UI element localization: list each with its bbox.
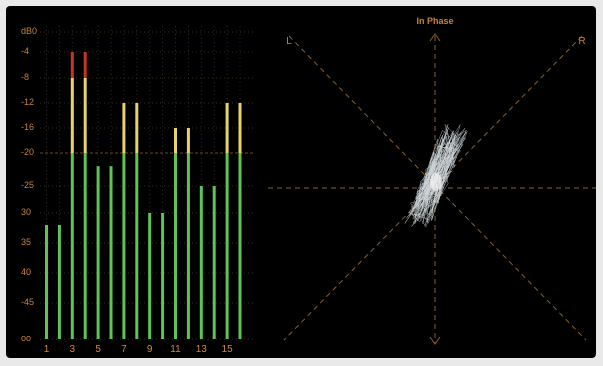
meter-bar-channel-13 [199,186,203,339]
meter-graphic [40,26,254,340]
meter-bar-channel-10 [161,213,165,339]
meter-bar-peak-yellow [238,103,242,153]
meter-scale-label: 40 [21,267,32,277]
meter-scale-label: -16 [21,122,35,132]
right-channel-label: R [578,36,585,47]
meter-channel-label: 7 [121,344,127,355]
meter-scale-label: -45 [21,297,35,307]
meter-scale-label: -12 [21,97,35,107]
bottom-arrow-icon [429,336,441,345]
meter-bar-peak-yellow [135,103,139,153]
meter-bar-peak-yellow [70,78,74,153]
meter-bar-channel-15 [225,153,229,339]
meter-bar-peak-yellow [186,128,190,153]
meter-scale-label: dB0 [21,26,38,36]
meter-bar-peak-yellow [174,128,177,153]
left-channel-label: L [286,36,292,47]
phase-scope-graphic: In Phase L R [268,16,596,345]
meter-bar-channel-3 [70,153,74,339]
meter-bar-channel-1 [45,225,48,339]
meter-scale-label: -4 [21,46,30,56]
meter-bar-channel-9 [148,213,152,339]
audio-monitor-screen: dB0 -4 -8 -12 -16 -20 -25 30 35 40 -45 oo 1 3 5 7 9 11 13… [6,6,596,358]
meter-bar-channel-11 [174,153,177,339]
diagonal-axis-l [288,35,587,341]
meter-channel-label: 11 [170,344,181,355]
meter-scale-label: 35 [21,237,32,247]
meter-scale-label: -20 [21,147,35,157]
meter-scale-label: -25 [21,180,35,190]
meter-bar-channel-7 [122,153,126,339]
audio-level-meter: dB0 -4 -8 -12 -16 -20 -25 30 35 40 -45 oo 1 3 5 7 9 11 13… [6,6,258,358]
meter-bar-peak-yellow [122,103,126,153]
meter-scale-label: oo [21,333,32,343]
meter-bar-channel-14 [212,186,216,339]
meter-bar-clip-red [70,52,74,78]
top-arrow-icon [429,33,441,42]
meter-channel-label: 15 [221,344,233,355]
meter-bar-channel-5 [96,166,100,339]
meter-channel-label: 1 [43,344,50,355]
meter-bar-clip-red [83,52,87,78]
meter-channel-label: 13 [195,344,207,355]
meter-scale-label: 30 [21,207,32,217]
meter-bar-channel-16 [238,153,242,339]
phase-trace-core [430,173,442,191]
meter-bar-channel-12 [186,153,190,339]
meter-bar-channel-8 [135,153,139,339]
meter-bar-channel-4 [83,153,87,339]
meter-channel-label: 5 [95,344,101,355]
meter-channel-label: 9 [146,344,153,355]
meter-scale-label: -8 [21,72,30,82]
meter-bar-channel-2 [57,225,61,339]
meter-bar-peak-yellow [83,78,87,153]
meter-bar-channel-6 [109,166,113,339]
diagonal-axis-r [283,35,583,341]
meter-bar-peak-yellow [225,103,229,153]
phase-trace [404,123,468,228]
phase-scope: In Phase L R [258,6,596,358]
meter-channel-label: 3 [69,344,76,355]
in-phase-label: In Phase [416,16,453,26]
